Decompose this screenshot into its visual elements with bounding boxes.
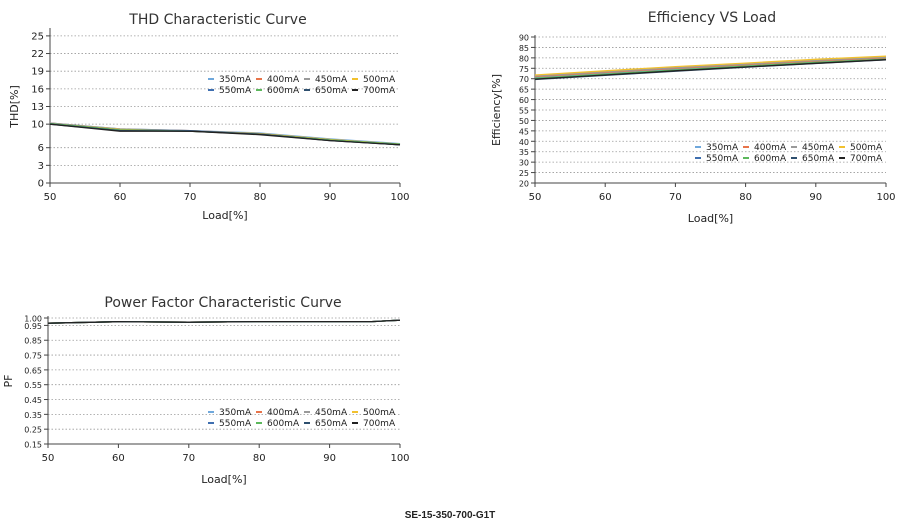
- legend-label: 700mA: [363, 419, 396, 429]
- x-tick-label: 60: [114, 192, 127, 203]
- legend-label: 550mA: [706, 154, 739, 164]
- legend-label: 600mA: [754, 154, 787, 164]
- x-axis-label: Load[%]: [202, 209, 247, 222]
- series-line-700mA: [534, 59, 887, 80]
- legend-label: 400mA: [267, 75, 300, 85]
- y-tick-label: 19: [31, 67, 44, 78]
- legend-label: 500mA: [363, 75, 396, 85]
- y-tick-label: 40: [519, 138, 529, 147]
- x-tick-label: 50: [42, 453, 55, 464]
- x-tick-label: 60: [599, 192, 612, 203]
- y-tick-label: 13: [31, 102, 44, 113]
- model-number: SE-15-350-700-G1T: [404, 510, 496, 521]
- x-tick-label: 50: [44, 192, 57, 203]
- y-tick-label: 35: [519, 148, 529, 157]
- x-tick-label: 90: [809, 192, 822, 203]
- x-tick-label: 70: [184, 192, 197, 203]
- legend-label: 650mA: [315, 86, 348, 96]
- legend-label: 400mA: [267, 408, 300, 418]
- y-tick-label: 1.00: [24, 315, 42, 324]
- y-tick-label: 0.35: [24, 411, 42, 420]
- legend-label: 450mA: [802, 143, 835, 153]
- x-tick-label: 80: [253, 453, 266, 464]
- x-tick-label: 100: [390, 453, 409, 464]
- y-tick-label: 0.55: [24, 381, 42, 390]
- series-line-450mA: [534, 56, 887, 77]
- y-axis-label: THD[%]: [8, 85, 21, 129]
- x-tick-label: 90: [324, 192, 337, 203]
- y-tick-label: 3: [38, 161, 44, 172]
- chart-thd: THD Characteristic Curve 0 3 6 10 13 16 19 22 25 5…: [8, 12, 410, 222]
- legend-label: 350mA: [219, 75, 252, 85]
- legend-label: 700mA: [850, 154, 883, 164]
- y-tick-label: 0.85: [24, 337, 42, 346]
- series-line-500mA: [534, 55, 887, 76]
- x-tick-label: 60: [112, 453, 125, 464]
- chart-title: THD Characteristic Curve: [128, 12, 306, 28]
- y-axis-label: PF: [2, 375, 15, 388]
- series-line-700mA: [47, 319, 401, 324]
- y-tick-label: 0.95: [24, 322, 42, 331]
- x-tick-label: 70: [182, 453, 195, 464]
- y-tick-label: 30: [519, 159, 529, 168]
- legend-label: 500mA: [850, 143, 883, 153]
- legend-label: 600mA: [267, 86, 300, 96]
- y-tick-label: 22: [31, 49, 44, 60]
- y-tick-label: 10: [31, 120, 44, 131]
- y-tick-label: 60: [519, 96, 529, 105]
- legend-label: 650mA: [315, 419, 348, 429]
- legend-label: 550mA: [219, 419, 252, 429]
- chart-efficiency: Efficiency VS Load2025303540455055606570…: [490, 10, 896, 225]
- y-tick-label: 0.65: [24, 366, 42, 375]
- legend-label: 550mA: [219, 86, 252, 96]
- x-axis-label: Load[%]: [688, 212, 733, 225]
- x-tick-label: 80: [254, 192, 267, 203]
- y-tick-label: 85: [519, 44, 529, 53]
- x-axis-label: Load[%]: [201, 473, 246, 486]
- y-tick-label: 25: [519, 169, 529, 178]
- y-tick-label: 70: [519, 75, 529, 84]
- chart-title: Efficiency VS Load: [648, 10, 776, 26]
- legend-label: 350mA: [706, 143, 739, 153]
- legend-label: 400mA: [754, 143, 787, 153]
- legend-label: 650mA: [802, 154, 835, 164]
- x-tick-label: 80: [739, 192, 752, 203]
- y-tick-label: 0.45: [24, 396, 42, 405]
- y-tick-label: 16: [31, 84, 44, 95]
- y-tick-label: 80: [519, 54, 529, 63]
- y-tick-label: 90: [519, 34, 529, 43]
- y-tick-label: 0.15: [24, 441, 42, 450]
- legend-label: 350mA: [219, 408, 252, 418]
- legend-label: 450mA: [315, 75, 348, 85]
- x-tick-label: 90: [323, 453, 336, 464]
- legend-label: 700mA: [363, 86, 396, 96]
- y-tick-label: 20: [519, 180, 529, 189]
- y-tick-label: 0: [38, 179, 44, 190]
- y-tick-label: 75: [519, 65, 529, 74]
- y-tick-label: 55: [519, 107, 529, 116]
- chart-pf: Power Factor Characteristic Curve 0.15 0.2…: [2, 295, 410, 486]
- y-tick-label: 25: [31, 31, 44, 42]
- x-tick-label: 70: [669, 192, 682, 203]
- x-tick-label: 100: [390, 192, 409, 203]
- y-axis-label: Efficiency[%]: [490, 74, 503, 146]
- y-tick-label: 45: [519, 127, 529, 136]
- y-tick-label: 65: [519, 86, 529, 95]
- legend-label: 500mA: [363, 408, 396, 418]
- legend-label: 450mA: [315, 408, 348, 418]
- x-tick-label: 50: [529, 192, 542, 203]
- x-tick-label: 100: [876, 192, 895, 203]
- series-line-600mA: [534, 58, 887, 79]
- chart-title: Power Factor Characteristic Curve: [104, 295, 341, 311]
- legend-label: 600mA: [267, 419, 300, 429]
- y-tick-label: 6: [38, 143, 44, 154]
- y-tick-label: 0.75: [24, 352, 42, 361]
- y-tick-label: 50: [519, 117, 529, 126]
- y-tick-label: 0.25: [24, 426, 42, 435]
- series-line-700mA: [49, 123, 401, 146]
